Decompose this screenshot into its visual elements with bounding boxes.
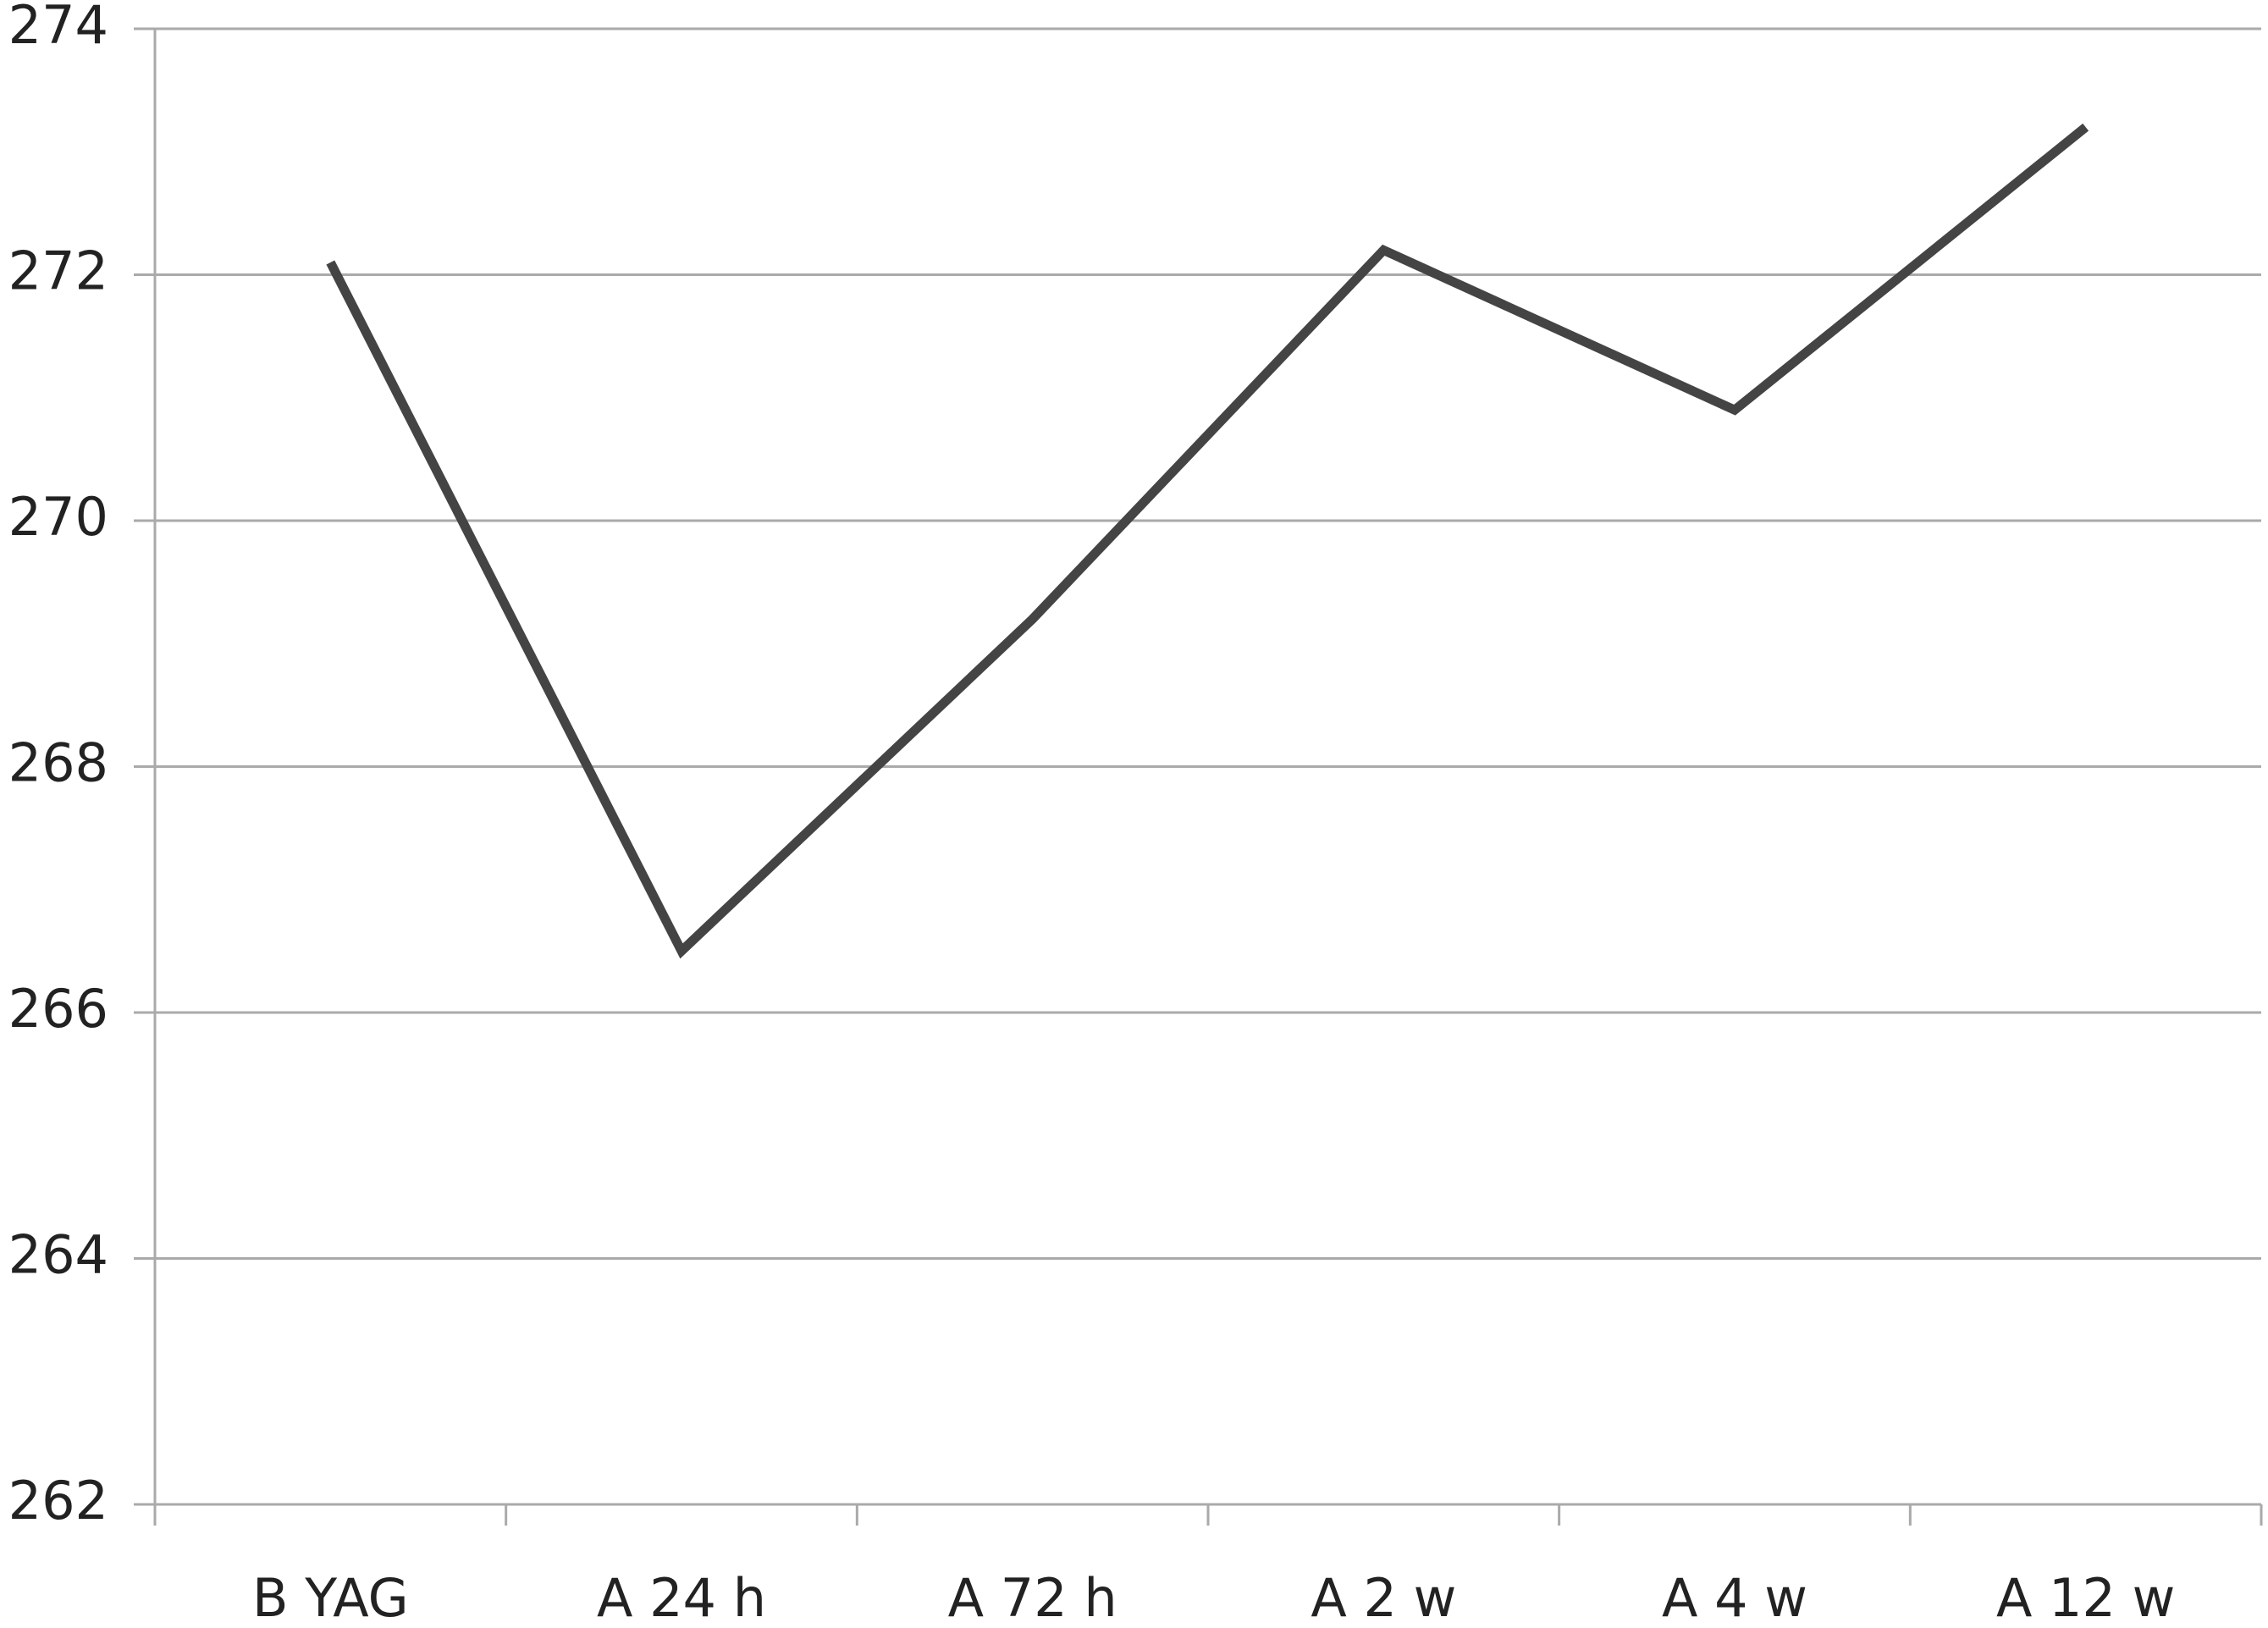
y-tick-label: 264: [8, 1224, 108, 1286]
y-tick-label: 268: [8, 732, 108, 794]
x-tick-label: A 72 h: [948, 1567, 1117, 1628]
x-tick-label: A 12 w: [1996, 1567, 2175, 1628]
y-tick-label: 270: [8, 486, 108, 548]
data-line: [326, 123, 2089, 959]
x-tick-label: B YAG: [252, 1567, 409, 1628]
x-tick-label: A 24 h: [597, 1567, 766, 1628]
x-tick-label: A 4 w: [1662, 1567, 1807, 1628]
y-tick-label: 262: [8, 1470, 108, 1531]
y-tick-label: 266: [8, 978, 108, 1040]
y-tick-label: 272: [8, 240, 108, 302]
x-tick-label: A 2 w: [1311, 1567, 1456, 1628]
y-tick-label: 274: [8, 0, 108, 56]
